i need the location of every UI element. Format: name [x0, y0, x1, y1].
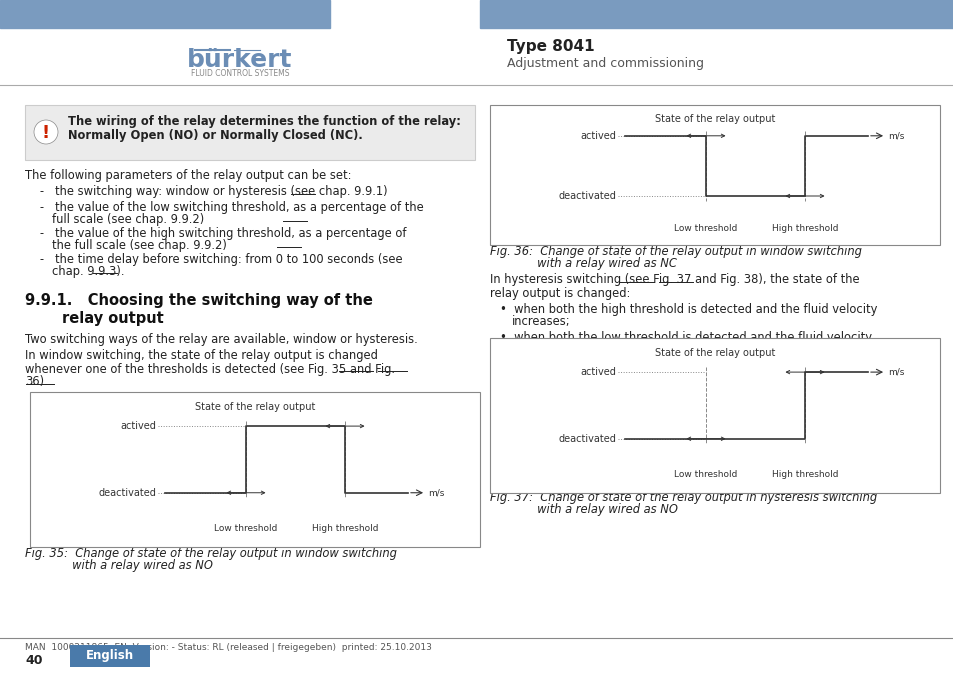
Circle shape [34, 120, 58, 144]
Text: full scale (see chap. 9.9.2): full scale (see chap. 9.9.2) [52, 213, 204, 225]
Text: Adjustment and commissioning: Adjustment and commissioning [506, 57, 703, 69]
Text: Fig. 37:  Change of state of the relay output in hysteresis switching: Fig. 37: Change of state of the relay ou… [490, 491, 876, 505]
Text: m/s: m/s [887, 131, 903, 140]
Text: •  when both the high threshold is detected and the fluid velocity: • when both the high threshold is detect… [499, 302, 877, 316]
Text: 9.9.1.   Choosing the switching way of the: 9.9.1. Choosing the switching way of the [25, 293, 373, 308]
Text: with a relay wired as NO: with a relay wired as NO [490, 503, 678, 516]
Text: -   the value of the high switching threshold, as a percentage of: - the value of the high switching thresh… [40, 227, 406, 240]
Text: !: ! [42, 124, 50, 142]
Text: MAN  1000211865  EN  Version: - Status: RL (released | freigegeben)  printed: 25: MAN 1000211865 EN Version: - Status: RL … [25, 643, 432, 653]
Bar [490, 105, 939, 245]
Bar [490, 338, 939, 493]
Text: English: English [86, 649, 134, 662]
Text: Low threshold: Low threshold [674, 223, 737, 233]
Text: actived: actived [579, 367, 616, 377]
Bar [25, 105, 475, 160]
Text: relay output: relay output [62, 310, 164, 326]
Text: •  when both the low threshold is detected and the fluid velocity: • when both the low threshold is detecte… [499, 330, 871, 343]
Text: Two switching ways of the relay are available, window or hysteresis.: Two switching ways of the relay are avai… [25, 334, 417, 347]
Text: -   the switching way: window or hysteresis (see chap. 9.9.1): - the switching way: window or hysteresi… [40, 186, 387, 199]
Bar [30, 392, 479, 547]
Text: The following parameters of the relay output can be set:: The following parameters of the relay ou… [25, 168, 351, 182]
Text: actived: actived [579, 131, 616, 141]
Text: whenever one of the thresholds is detected (see Fig. 35 and Fig.: whenever one of the thresholds is detect… [25, 363, 395, 376]
Text: FLUID CONTROL SYSTEMS: FLUID CONTROL SYSTEMS [191, 69, 289, 79]
Text: the full scale (see chap. 9.9.2): the full scale (see chap. 9.9.2) [52, 238, 227, 252]
Text: In window switching, the state of the relay output is changed: In window switching, the state of the re… [25, 349, 377, 363]
Text: relay output is changed:: relay output is changed: [490, 287, 630, 299]
Text: State of the relay output: State of the relay output [654, 114, 775, 124]
Text: Low threshold: Low threshold [214, 524, 277, 533]
Text: Low threshold: Low threshold [674, 470, 737, 479]
Text: actived: actived [120, 421, 156, 431]
Text: m/s: m/s [887, 367, 903, 377]
Text: chap. 9.9.3).: chap. 9.9.3). [52, 264, 125, 277]
Text: m/s: m/s [428, 488, 444, 497]
Bar [70, 645, 150, 667]
Bar [479, 0, 953, 28]
Text: 40: 40 [25, 653, 43, 666]
Text: deactivated: deactivated [98, 488, 156, 498]
Text: The wiring of the relay determines the function of the relay:: The wiring of the relay determines the f… [68, 116, 460, 129]
Text: -   the value of the low switching threshold, as a percentage of the: - the value of the low switching thresho… [40, 201, 423, 213]
Text: 36).: 36). [25, 376, 48, 388]
Text: High threshold: High threshold [312, 524, 377, 533]
Text: State of the relay output: State of the relay output [654, 349, 775, 359]
Text: with a relay wired as NO: with a relay wired as NO [25, 559, 213, 571]
Text: Normally Open (NO) or Normally Closed (NC).: Normally Open (NO) or Normally Closed (N… [68, 129, 362, 143]
Text: High threshold: High threshold [771, 470, 838, 479]
Text: increases;: increases; [512, 314, 570, 328]
Text: bürkert: bürkert [187, 48, 293, 72]
Text: -   the time delay before switching: from 0 to 100 seconds (see: - the time delay before switching: from … [40, 252, 402, 266]
Text: Type 8041: Type 8041 [506, 38, 594, 53]
Text: State of the relay output: State of the relay output [194, 402, 314, 413]
Text: deactivated: deactivated [558, 434, 616, 444]
Text: decreases;: decreases; [512, 343, 574, 355]
Text: Fig. 36:  Change of state of the relay output in window switching: Fig. 36: Change of state of the relay ou… [490, 246, 861, 258]
Bar [0, 0, 330, 28]
Text: with a relay wired as NC: with a relay wired as NC [490, 258, 677, 271]
Text: deactivated: deactivated [558, 191, 616, 201]
Text: High threshold: High threshold [771, 223, 838, 233]
Text: In hysteresis switching (see Fig. 37 and Fig. 38), the state of the: In hysteresis switching (see Fig. 37 and… [490, 273, 859, 287]
Text: Fig. 35:  Change of state of the relay output in window switching: Fig. 35: Change of state of the relay ou… [25, 546, 396, 559]
